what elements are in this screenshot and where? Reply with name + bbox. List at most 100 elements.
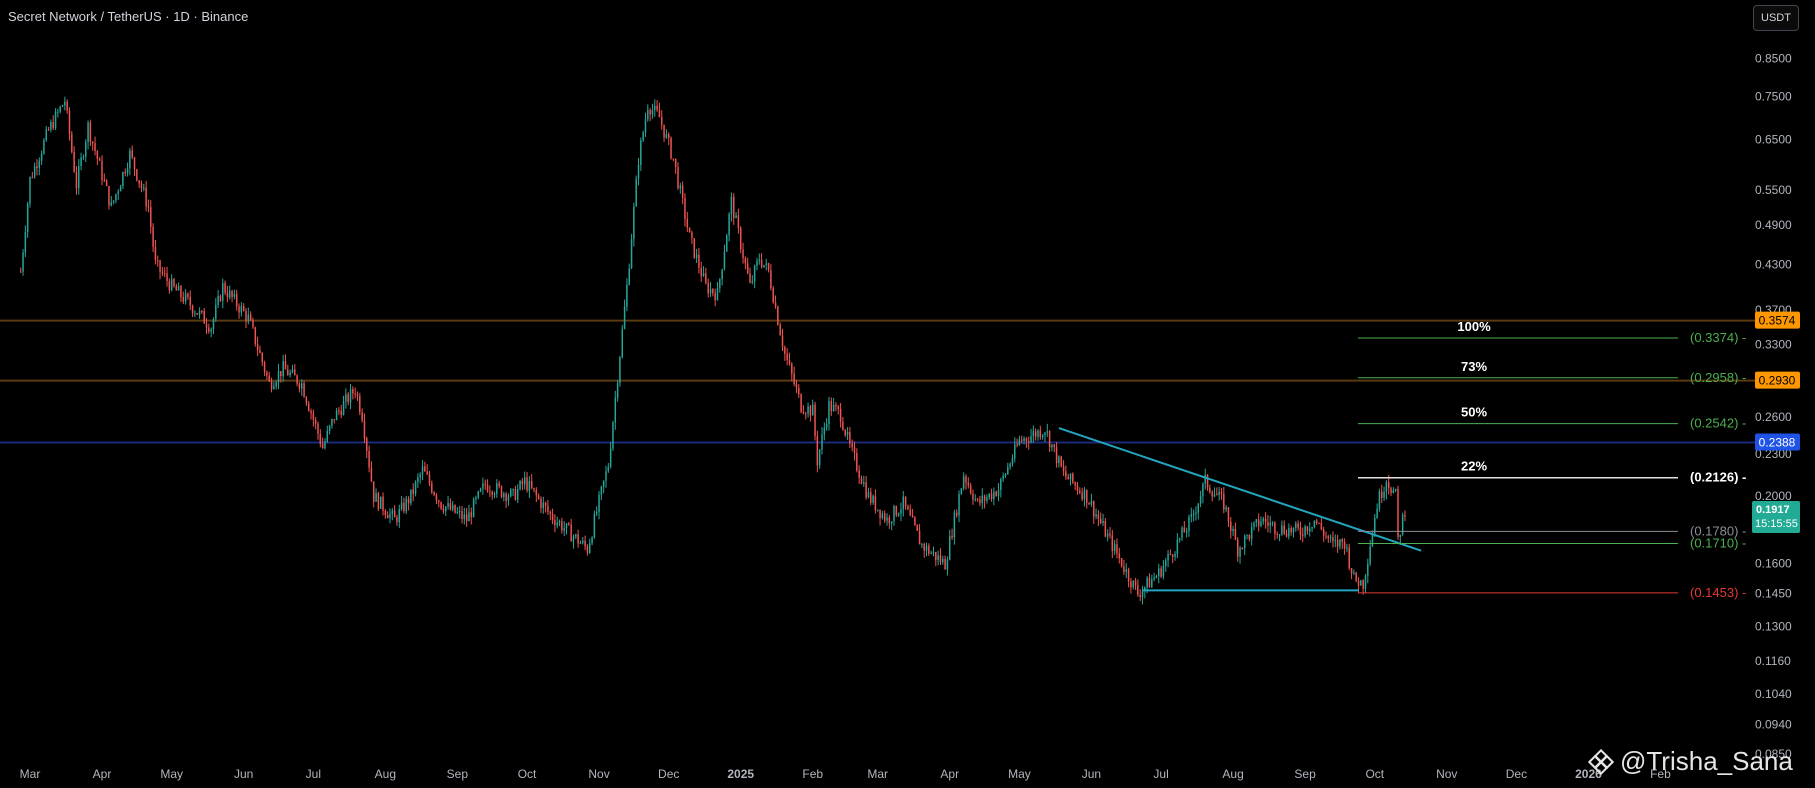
candle-body xyxy=(447,503,449,507)
candle-body xyxy=(36,166,38,168)
time-tick-label: Dec xyxy=(1506,767,1527,781)
candle-body xyxy=(52,122,54,129)
time-tick-label: Mar xyxy=(867,767,888,781)
candle-body xyxy=(649,110,651,115)
time-tick-label: Jun xyxy=(1082,767,1101,781)
candle-body xyxy=(361,412,363,421)
candle-body xyxy=(969,485,972,494)
candle-body xyxy=(210,329,212,332)
candle-body xyxy=(1264,518,1267,523)
candle-body xyxy=(1088,502,1090,505)
candle-body xyxy=(1322,529,1325,536)
candle-body xyxy=(1285,533,1288,537)
candle-body xyxy=(719,279,721,289)
candle-body xyxy=(1334,540,1337,542)
candle-body xyxy=(1185,530,1188,533)
candle-body xyxy=(1346,547,1348,549)
candle-body xyxy=(24,231,27,253)
currency-button[interactable]: USDT xyxy=(1753,5,1799,31)
candle-body xyxy=(438,500,440,503)
candle-body xyxy=(247,314,250,321)
candle-body xyxy=(444,506,447,512)
candle-body xyxy=(110,202,113,206)
candle-body xyxy=(189,297,192,306)
price-tick-label: 0.8500 xyxy=(1755,51,1792,65)
candle-body xyxy=(1206,474,1209,488)
candle-body xyxy=(319,433,322,445)
candle-body xyxy=(180,286,182,298)
candle-body xyxy=(863,482,865,484)
candle-body xyxy=(484,483,486,485)
candle-body xyxy=(1385,482,1388,492)
fib-price-label: (0.2542) - xyxy=(1690,416,1746,431)
candle-body xyxy=(737,215,740,228)
candle-body xyxy=(821,434,823,450)
price-level-badge-label: 0.3574 xyxy=(1759,314,1796,328)
time-axis[interactable]: Mar Apr May Jun Jul Aug Sep Oct Nov Dec 2025 Feb Mar… xyxy=(20,767,1671,781)
countdown-label: 15:15:55 xyxy=(1755,518,1798,530)
candle-body xyxy=(842,421,844,430)
candle-body xyxy=(1341,539,1344,542)
candle-body xyxy=(456,511,459,513)
price-axis[interactable]: 0.85000.75000.65000.55000.49000.43000.37… xyxy=(1752,51,1800,761)
candle-body xyxy=(1234,528,1237,540)
candle-body xyxy=(1053,444,1056,447)
price-level-badge-label: 0.2930 xyxy=(1759,374,1796,388)
time-tick-label: May xyxy=(160,767,183,781)
candle-body xyxy=(946,559,949,570)
candle-body xyxy=(312,413,315,420)
candle-body xyxy=(129,150,131,169)
candle-body xyxy=(1074,482,1076,486)
candle-body xyxy=(143,187,145,189)
candle-body xyxy=(686,218,689,228)
candle-body xyxy=(988,493,990,498)
candle-body xyxy=(1364,575,1367,589)
candle-body xyxy=(765,263,768,265)
candle-body xyxy=(791,363,793,374)
time-tick-label: Jul xyxy=(306,767,321,781)
candle-body xyxy=(1188,516,1190,531)
candle-body xyxy=(224,283,226,293)
candle-body xyxy=(263,362,266,373)
time-tick-label: Feb xyxy=(802,767,823,781)
candle-body xyxy=(1167,553,1169,561)
candle-body xyxy=(1299,527,1302,535)
candle-body xyxy=(196,313,198,315)
price-level-badge xyxy=(1755,371,1800,389)
candle-body xyxy=(542,502,545,509)
candle-body xyxy=(849,431,851,444)
candle-body xyxy=(876,509,879,511)
symbol-title[interactable]: Secret Network / TetherUS · 1D · Binance xyxy=(8,9,249,24)
candle-body xyxy=(1178,537,1181,540)
candle-body xyxy=(1397,488,1399,537)
candle-body xyxy=(47,129,50,131)
price-tick-label: 0.1300 xyxy=(1755,619,1792,633)
candle-body xyxy=(1083,489,1086,500)
candle-body xyxy=(800,394,802,412)
candle-body xyxy=(753,265,756,282)
candle-body xyxy=(1220,491,1223,494)
price-tick-label: 0.4300 xyxy=(1755,258,1792,272)
candle-body xyxy=(705,273,707,283)
candle-body xyxy=(677,167,679,189)
candle-body xyxy=(310,410,312,414)
candle-body xyxy=(249,314,252,321)
candle-body xyxy=(503,493,505,497)
candle-body xyxy=(1144,587,1146,592)
watermark: @Trisha_Sana xyxy=(1588,746,1793,777)
candle-body xyxy=(886,517,888,521)
candle-body xyxy=(1257,519,1260,526)
trendlines xyxy=(1058,427,1422,592)
candle-body xyxy=(305,397,308,404)
fib-levels: (0.3374) - 100% (0.2958) - 73% (0.2542) - 50%… xyxy=(1358,319,1746,600)
fib-price-label: (0.1453) - xyxy=(1690,585,1746,600)
current-price-badge xyxy=(1752,500,1800,533)
candle-body xyxy=(744,258,747,264)
candle-body xyxy=(22,252,24,272)
candle-body xyxy=(105,180,108,186)
candle-body xyxy=(823,427,826,435)
candle-body xyxy=(1155,576,1158,578)
binance-square-icon xyxy=(1588,748,1614,775)
candle-body xyxy=(609,448,612,467)
